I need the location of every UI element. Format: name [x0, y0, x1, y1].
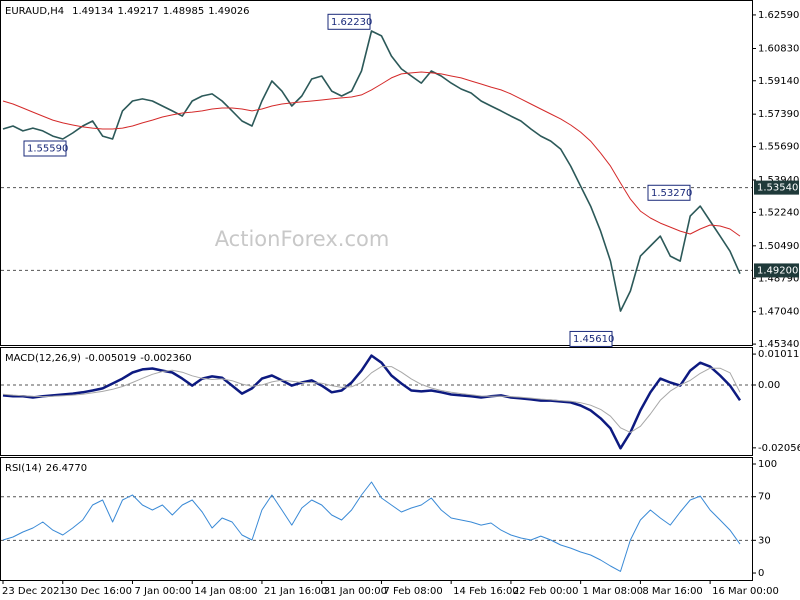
- annotation-box: [647, 184, 691, 201]
- readout: 1.49217: [117, 6, 158, 17]
- x-tick-label: 7 Feb 08:00: [383, 586, 442, 597]
- y-tick-label: 0: [758, 568, 764, 579]
- x-tick-label: 14 Jan 08:00: [194, 586, 257, 597]
- panel-header: RSI(14) 26.4770: [5, 463, 87, 474]
- annotation-box: [569, 330, 613, 347]
- y-tick-label: 30: [758, 535, 771, 546]
- panel-header: EURAUD,H4 1.49134 1.49217 1.48985 1.49026: [5, 6, 250, 17]
- y-tick-label: 70: [758, 492, 771, 503]
- annotation-box: [327, 13, 371, 30]
- annotation-label: 1.62230: [331, 17, 372, 28]
- y-tick-label: 1.50490: [758, 241, 799, 252]
- x-tick-label: 8 Mar 16:00: [642, 586, 702, 597]
- y-tick-label: 1.48790: [758, 273, 799, 284]
- y-tick-label: 1.55690: [758, 142, 799, 153]
- macd-panel: [0, 347, 753, 456]
- x-tick-label: 1 Mar 08:00: [583, 586, 643, 597]
- x-tick-label: 7 Jan 00:00: [134, 586, 191, 597]
- x-tick-label: 30 Dec 16:00: [65, 586, 132, 597]
- price-panel: [0, 0, 753, 346]
- y-tick-label: 1.59140: [758, 76, 799, 87]
- x-tick-label: 21 Jan 16:00: [264, 586, 327, 597]
- level-label: 1.53540: [757, 183, 798, 194]
- y-tick-label: 100: [758, 459, 777, 470]
- annotation-label: 1.55590: [27, 144, 68, 155]
- y-tick-label: 1.62590: [758, 10, 799, 21]
- annotation-label: 1.45610: [573, 334, 614, 345]
- panel-title: RSI(14): [5, 463, 42, 474]
- series-line: [2, 71, 741, 237]
- y-tick-label: 1.52240: [758, 207, 799, 218]
- x-tick-label: 31 Jan 00:00: [324, 586, 387, 597]
- panel-title: MACD(12,26,9): [5, 353, 81, 364]
- readout: -0.002360: [140, 353, 191, 364]
- level-label-box: [754, 180, 799, 195]
- rsi-panel: [0, 457, 753, 581]
- readout: 1.49134: [72, 6, 113, 17]
- series-line: [2, 30, 741, 312]
- y-tick-label: 0.00: [758, 380, 780, 391]
- readout: -0.005019: [85, 353, 136, 364]
- readout: 1.49026: [208, 6, 249, 17]
- level-label: 1.49200: [757, 265, 798, 276]
- y-tick-label: 1.45340: [758, 339, 799, 350]
- x-tick-label: 16 Mar 00:00: [712, 586, 779, 597]
- series-line: [2, 354, 742, 450]
- annotation-box: [23, 140, 67, 157]
- x-tick-label: 22 Feb 00:00: [513, 586, 579, 597]
- y-tick-label: 1.53940: [758, 175, 799, 186]
- x-tick-label: 14 Feb 16:00: [453, 586, 519, 597]
- watermark: ActionForex.com: [215, 227, 390, 251]
- y-tick-label: -0.020561: [758, 443, 800, 454]
- y-tick-label: 0.010113: [758, 349, 800, 360]
- y-tick-label: 1.60830: [758, 44, 799, 55]
- x-tick-label: 23 Dec 2021: [2, 586, 66, 597]
- series-line: [2, 366, 741, 433]
- panel-header: MACD(12,26,9) -0.005019 -0.002360: [5, 353, 192, 364]
- readout: 26.4770: [46, 463, 87, 474]
- level-label-box: [754, 263, 799, 278]
- series-line: [2, 481, 741, 572]
- y-tick-label: 1.47040: [758, 307, 799, 318]
- y-tick-label: 1.57390: [758, 109, 799, 120]
- readout: 1.48985: [163, 6, 204, 17]
- panel-title: EURAUD,H4: [5, 6, 64, 17]
- annotation-label: 1.53270: [651, 188, 692, 199]
